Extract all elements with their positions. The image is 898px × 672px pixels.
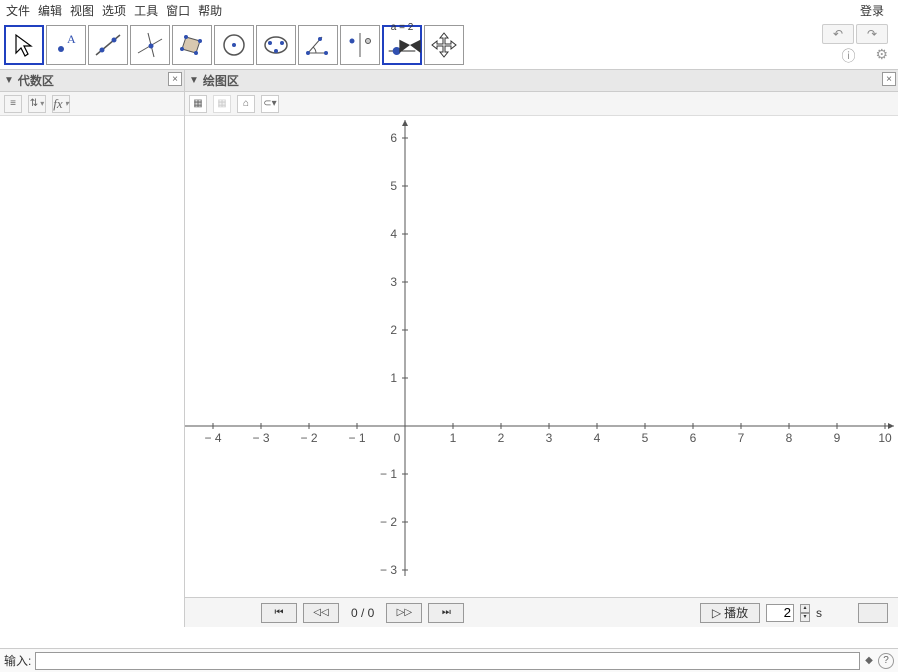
grid-toggle-button[interactable]: ▦ [213,95,231,113]
nav-counter: 0 / 0 [351,606,374,620]
svg-text:2: 2 [498,431,505,445]
nav-first-button[interactable]: ⏮ [261,603,297,623]
history-dropdown[interactable]: ◆ [864,655,874,666]
menu-view[interactable]: 视图 [70,2,94,19]
speed-input[interactable] [766,604,794,622]
svg-text:A: A [67,32,76,46]
play-label: 播放 [724,604,748,621]
graphics-header: ▼ 绘图区 × [185,70,898,92]
help-icon[interactable]: ⓘ [841,46,855,66]
svg-text:9: 9 [834,431,841,445]
sort-button[interactable]: ⇅ [28,95,46,113]
svg-text:− 3: − 3 [380,563,397,576]
svg-text:1: 1 [390,371,397,385]
menu-tools[interactable]: 工具 [134,2,158,19]
speed-unit: s [816,606,822,620]
top-right-controls: ↶ ↷ ⓘ ⚙ [822,24,894,66]
home-button[interactable]: ⌂ [237,95,255,113]
gear-icon[interactable]: ⚙ [875,46,888,66]
svg-text:− 2: − 2 [300,431,317,445]
undo-button[interactable]: ↶ [822,24,854,44]
tool-polygon[interactable] [172,25,212,65]
fx-button[interactable]: fx [52,95,70,113]
svg-text:2: 2 [390,323,397,337]
menu-login[interactable]: 登录 [860,2,884,19]
nav-next-button[interactable]: ▷▷ [386,603,422,623]
nav-prev-button[interactable]: ◁◁ [303,603,339,623]
speed-spinner[interactable]: ▴▾ [800,604,810,622]
graphics-toolbar: ▦ ▦ ⌂ ⊂▾ [185,92,898,116]
svg-text:6: 6 [690,431,697,445]
svg-text:4: 4 [594,431,601,445]
tool-angle[interactable] [298,25,338,65]
algebra-toolbar: ≡ ⇅ fx [0,92,184,116]
menu-file[interactable]: 文件 [6,2,30,19]
graphics-panel: ▼ 绘图区 × ▦ ▦ ⌂ ⊂▾ − 4 − 3 − 2 − 1 0 1 2 3 4 5 6 7 8 9 1… [185,70,898,627]
svg-text:− 3: − 3 [252,431,269,445]
keyboard-button[interactable] [858,603,888,623]
input-help-button[interactable]: ? [878,653,894,669]
svg-text:− 2: − 2 [380,515,397,529]
menu-options[interactable]: 选项 [102,2,126,19]
svg-text:10: 10 [878,431,892,445]
panels: ▼ 代数区 × ≡ ⇅ fx ▼ 绘图区 × ▦ ▦ ⌂ ⊂▾ − 4− 3− … [0,70,898,627]
algebra-content [0,116,184,627]
svg-text:8: 8 [786,431,793,445]
collapse-icon[interactable]: ▼ [4,75,14,86]
list-mode-button[interactable]: ≡ [4,95,22,113]
svg-text:7: 7 [738,431,745,445]
tool-circle[interactable] [214,25,254,65]
svg-text:0: 0 [394,431,401,445]
svg-text:1: 1 [450,431,457,445]
nav-last-button[interactable]: ⏭ [428,603,464,623]
redo-button[interactable]: ↷ [856,24,888,44]
svg-text:− 4: − 4 [204,431,221,445]
graph-canvas[interactable]: − 4 − 3 − 2 − 1 0 1 2 3 4 5 6 7 8 9 10 − 3 − 2 − 1 1 2 3 4 5 6 [185,116,898,597]
svg-text:− 1: − 1 [348,431,365,445]
svg-text:3: 3 [546,431,553,445]
tool-line[interactable] [88,25,128,65]
algebra-title: 代数区 [18,72,54,89]
play-icon: ▷ [712,606,721,620]
tool-toolbar: A a = 2 ↶ ↷ ⓘ ⚙ [0,20,898,70]
input-label: 输入: [4,652,31,669]
svg-text:4: 4 [390,227,397,241]
tool-move[interactable] [4,25,44,65]
point-capture-button[interactable]: ⊂▾ [261,95,279,113]
play-button[interactable]: ▷ 播放 [700,603,760,623]
menu-window[interactable]: 窗口 [166,2,190,19]
graphics-title: 绘图区 [203,72,239,89]
tool-move-view[interactable] [424,25,464,65]
tool-slider[interactable]: a = 2 [382,25,422,65]
algebra-header: ▼ 代数区 × [0,70,184,92]
svg-text:3: 3 [390,275,397,289]
command-input[interactable] [35,652,860,670]
collapse-icon[interactable]: ▼ [189,75,199,86]
tool-ellipse[interactable] [256,25,296,65]
menubar: 文件 编辑 视图 选项 工具 窗口 帮助 登录 [0,0,898,20]
input-bar: 输入: ◆ ? [0,648,898,672]
close-algebra-button[interactable]: × [168,72,182,86]
tool-point[interactable]: A [46,25,86,65]
menu-edit[interactable]: 编辑 [38,2,62,19]
tool-reflect[interactable] [340,25,380,65]
svg-text:5: 5 [390,179,397,193]
tool-perpendicular[interactable] [130,25,170,65]
svg-text:− 1: − 1 [380,467,397,481]
construction-nav: ⏮ ◁◁ 0 / 0 ▷▷ ⏭ ▷ 播放 ▴▾ s [185,597,898,627]
svg-text:5: 5 [642,431,649,445]
close-graphics-button[interactable]: × [882,72,896,86]
algebra-panel: ▼ 代数区 × ≡ ⇅ fx [0,70,185,627]
axes-toggle-button[interactable]: ▦ [189,95,207,113]
svg-text:6: 6 [390,131,397,145]
menu-help[interactable]: 帮助 [198,2,222,19]
